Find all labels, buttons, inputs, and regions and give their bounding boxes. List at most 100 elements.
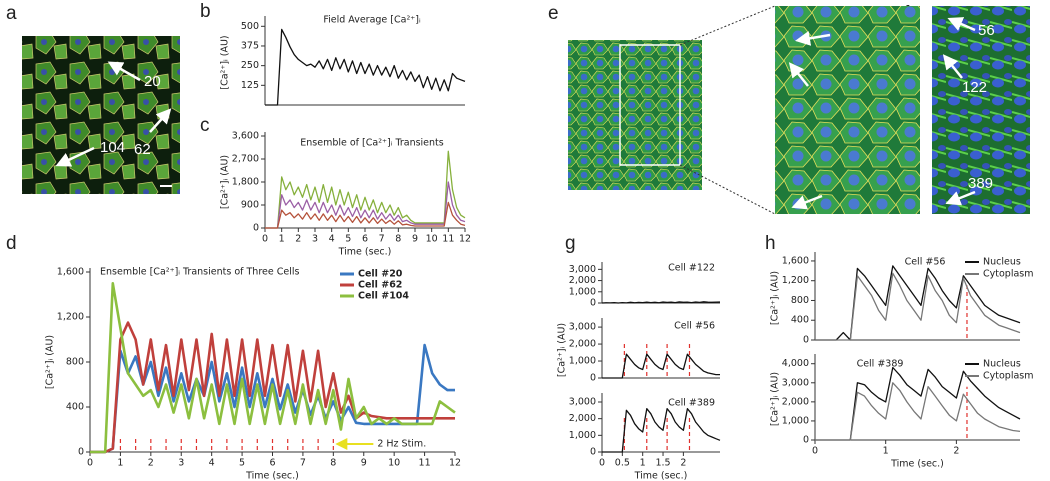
micrograph xyxy=(568,40,702,190)
y-tick-label: 250 xyxy=(241,60,259,71)
y-tick-label: 2,000 xyxy=(569,339,596,350)
x-tick-label: 1 xyxy=(117,458,123,469)
legend-label: Nucleus xyxy=(983,359,1021,370)
y-tick-label: 3,600 xyxy=(232,131,259,142)
y-axis-label: [Ca²⁺]ᵢ (AU) xyxy=(220,155,231,209)
legend-label: Cell #62 xyxy=(358,280,402,291)
y-axis-label: [Ca²⁺]ᵢ (AU) xyxy=(45,335,56,389)
x-tick-label: 7 xyxy=(379,234,385,245)
y-tick-label: 400 xyxy=(791,315,809,326)
x-tick-label: 0.5 xyxy=(615,458,630,469)
image-label: 62 xyxy=(134,141,151,158)
x-tick-label: 11 xyxy=(419,458,431,469)
zoom-connector xyxy=(679,5,776,46)
arrow xyxy=(791,194,823,210)
x-tick-label: 2 xyxy=(680,458,686,469)
x-tick-label: 1 xyxy=(640,458,646,469)
scale-bar xyxy=(160,185,172,187)
y-tick-label: 375 xyxy=(241,40,259,51)
x-tick-label: 2 xyxy=(953,446,959,457)
y-tick-label: 0 xyxy=(78,447,84,458)
y-tick-label: 1,800 xyxy=(232,177,259,188)
x-tick-label: 10 xyxy=(426,234,438,245)
arrow xyxy=(788,62,809,87)
chart-title: Cell #389 xyxy=(668,398,715,409)
x-tick-label: 4 xyxy=(209,458,215,469)
y-tick-label: 0 xyxy=(803,435,809,446)
x-axis-label: Time (sec.) xyxy=(245,471,299,481)
y-tick-label: 2,000 xyxy=(782,396,809,407)
y-tick-label: 1,000 xyxy=(569,356,596,367)
x-axis-label: Time (sec.) xyxy=(338,247,392,258)
series-line xyxy=(815,272,1021,341)
panel-label: d xyxy=(6,233,17,254)
x-tick-label: 2 xyxy=(148,458,154,469)
y-tick-label: 1,000 xyxy=(569,286,596,297)
series-line xyxy=(601,301,721,304)
legend-label: Cell #104 xyxy=(358,291,409,302)
x-tick-label: 5 xyxy=(345,234,351,245)
zoom-connector xyxy=(679,164,776,215)
micrograph-zoom xyxy=(775,6,920,214)
chart-title: Cell #389 xyxy=(857,359,904,370)
y-tick-label: 0 xyxy=(253,223,259,234)
series-line xyxy=(90,282,456,454)
chart-title: Ensemble of [Ca²⁺]ᵢ Transients xyxy=(300,138,444,149)
arrow xyxy=(942,54,963,79)
series-line xyxy=(265,150,466,229)
x-tick-label: 0 xyxy=(262,234,268,245)
y-axis-label: [Ca²⁺]ᵢ (AU) xyxy=(220,35,231,89)
y-tick-label: 0 xyxy=(803,335,809,346)
panel-label: e xyxy=(548,3,559,24)
x-tick-label: 2 xyxy=(295,234,301,245)
x-tick-label: 9 xyxy=(361,458,367,469)
x-tick-label: 9 xyxy=(412,234,418,245)
series-line xyxy=(265,181,466,229)
legend-label: Cytoplasm xyxy=(983,269,1034,280)
arrow xyxy=(795,30,831,46)
legend-label: Nucleus xyxy=(983,257,1021,268)
y-tick-label: 3,000 xyxy=(569,264,596,275)
y-tick-label: 1,600 xyxy=(57,267,84,278)
x-tick-label: 1 xyxy=(883,446,889,457)
y-tick-label: 2,700 xyxy=(232,154,259,165)
x-tick-label: 3 xyxy=(178,458,184,469)
x-tick-label: 3 xyxy=(312,234,318,245)
image-label: 56 xyxy=(978,22,995,39)
chart-title: Cell #122 xyxy=(668,263,715,274)
chart-title: Field Average [Ca²⁺]ᵢ xyxy=(323,15,421,26)
panel-label: h xyxy=(765,233,776,254)
x-tick-label: 0 xyxy=(87,458,93,469)
series-line xyxy=(90,343,455,454)
y-tick-label: 500 xyxy=(241,21,259,32)
x-axis-label: Time (sec.) xyxy=(890,459,944,470)
arrow xyxy=(55,146,95,167)
y-tick-label: 400 xyxy=(66,402,84,413)
y-axis-label: [Ca²⁺]ᵢ (AU) xyxy=(770,372,781,426)
micrograph xyxy=(22,36,180,194)
arrow xyxy=(107,61,141,82)
arrow xyxy=(149,108,172,133)
y-tick-label: 0 xyxy=(590,298,596,309)
y-axis-label: [Ca²⁺]ᵢ (AU) xyxy=(557,323,568,377)
y-tick-label: 1,200 xyxy=(57,312,84,323)
y-tick-label: 900 xyxy=(241,200,259,211)
y-tick-label: 2,000 xyxy=(569,413,596,424)
x-tick-label: 7 xyxy=(300,458,306,469)
chart-title: Cell #56 xyxy=(674,321,715,332)
series-line xyxy=(815,382,1021,441)
panel-label: c xyxy=(200,115,210,136)
y-tick-label: 1,200 xyxy=(782,275,809,286)
series-line xyxy=(815,265,1021,341)
x-tick-label: 6 xyxy=(362,234,368,245)
x-tick-label: 8 xyxy=(395,234,401,245)
arrow xyxy=(945,190,976,206)
y-tick-label: 1,600 xyxy=(782,255,809,266)
y-tick-label: 0 xyxy=(590,447,596,458)
legend-label: Cytoplasm xyxy=(983,371,1034,382)
x-tick-label: 5 xyxy=(239,458,245,469)
x-tick-label: 10 xyxy=(388,458,400,469)
annotation: 2 Hz Stim. xyxy=(377,439,426,450)
y-tick-label: 4,000 xyxy=(782,358,809,369)
